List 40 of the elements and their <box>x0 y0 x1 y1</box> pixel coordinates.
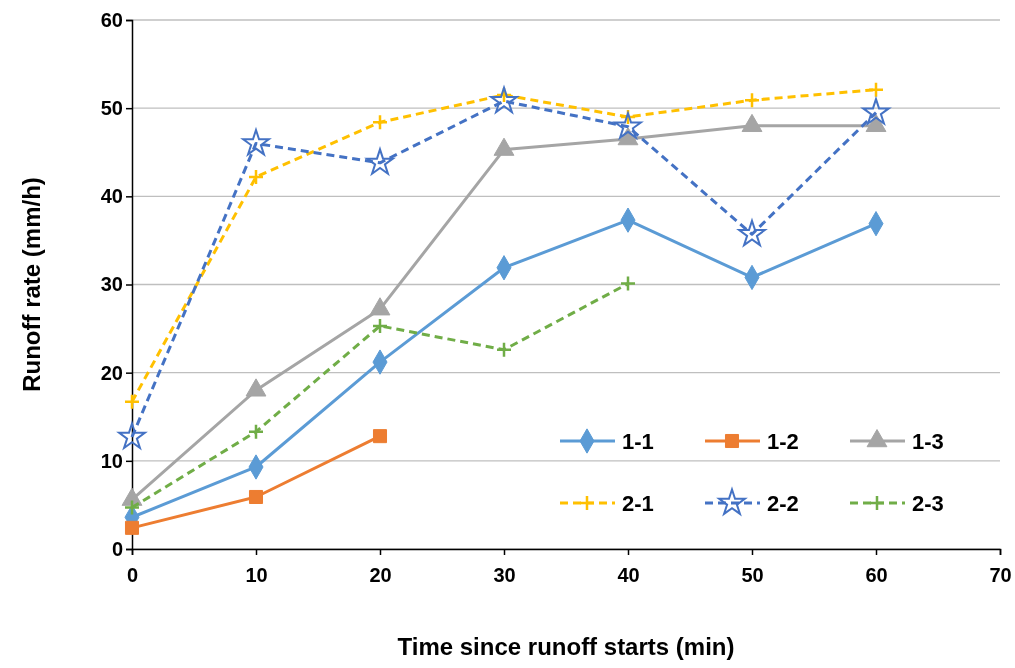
y-axis-title: Runoff rate (mm/h) <box>18 177 45 392</box>
legend-label: 2-2 <box>767 490 799 516</box>
point <box>124 520 140 535</box>
point <box>123 499 141 516</box>
point <box>371 114 389 131</box>
point <box>495 341 513 358</box>
x-tick-label: 40 <box>617 564 640 586</box>
legend-label: 2-1 <box>622 490 654 516</box>
x-axis-title: Time since runoff starts (min) <box>397 633 735 660</box>
legend-label: 2-3 <box>912 490 944 516</box>
legend-label: 1-3 <box>912 428 944 454</box>
point <box>248 489 264 504</box>
y-tick-label: 60 <box>100 8 123 31</box>
point <box>247 423 265 440</box>
point <box>867 81 885 98</box>
point <box>372 429 388 444</box>
x-tick-label: 20 <box>369 564 392 586</box>
point <box>862 98 890 125</box>
point <box>242 128 270 156</box>
legend-label: 1-1 <box>622 428 654 454</box>
x-tick-label: 0 <box>126 564 139 586</box>
x-tick-label: 50 <box>741 564 764 586</box>
x-tick-label: 30 <box>493 564 516 586</box>
point <box>123 393 141 411</box>
point <box>371 317 389 335</box>
y-tick-label: 0 <box>111 537 123 560</box>
y-tick-label: 10 <box>100 449 123 472</box>
y-tick-label: 40 <box>100 185 123 208</box>
point <box>247 168 265 186</box>
x-tick-label: 70 <box>989 564 1012 586</box>
x-tick-label: 10 <box>245 564 268 586</box>
point <box>366 148 394 175</box>
x-tick-label: 60 <box>865 564 888 586</box>
y-tick-label: 50 <box>100 97 123 120</box>
point <box>619 275 637 292</box>
point <box>743 91 761 109</box>
point <box>614 112 642 139</box>
y-tick-label: 30 <box>100 273 123 296</box>
legend-label: 1-2 <box>767 428 799 454</box>
y-tick-label: 20 <box>100 361 123 384</box>
